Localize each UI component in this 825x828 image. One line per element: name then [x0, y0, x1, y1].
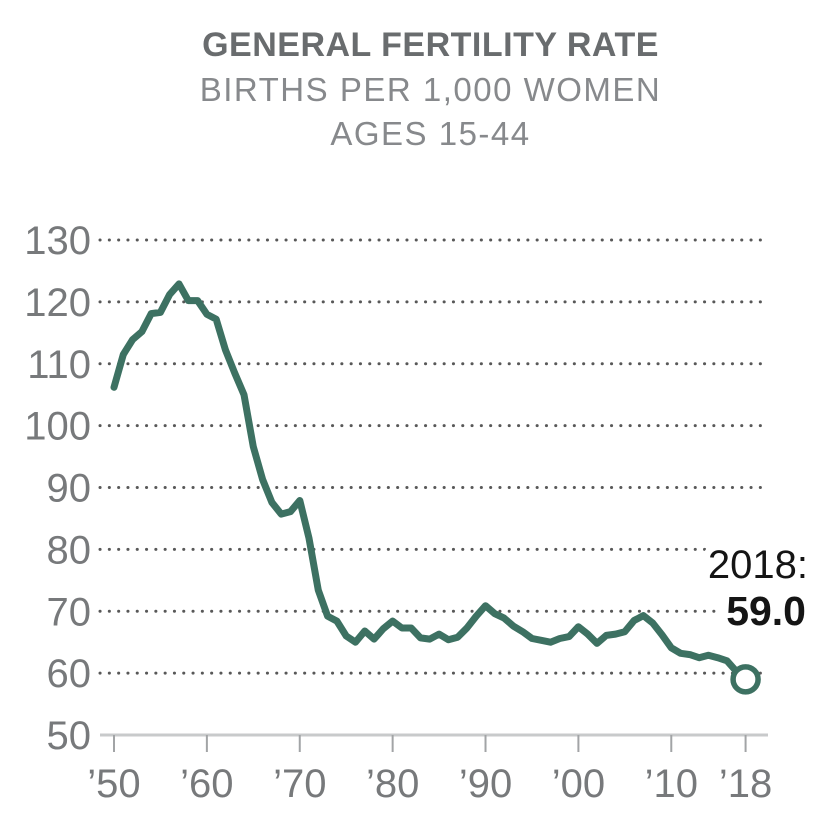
chart-subtitle-line2: AGES 15-44: [330, 115, 531, 152]
x-axis-label-1990: ’90: [459, 762, 512, 806]
chart-subtitle-line1: BIRTHS PER 1,000 WOMEN: [199, 71, 662, 108]
chart-title: GENERAL FERTILITY RATE: [202, 26, 659, 64]
y-axis-label-50: 50: [47, 714, 92, 758]
x-axis-label-2010: ’10: [645, 762, 698, 806]
x-axis-label-1960: ’60: [180, 762, 233, 806]
y-axis-label-130: 130: [24, 219, 91, 263]
y-axis-label-110: 110: [27, 343, 91, 387]
end-point-marker: [730, 664, 761, 695]
x-axis-label-2000: ’00: [552, 762, 605, 806]
chart-header: GENERAL FERTILITY RATE BIRTHS PER 1,000 …: [36, 22, 825, 156]
y-axis-label-60: 60: [47, 652, 92, 696]
x-axis-label-2018: ’18: [719, 762, 772, 806]
x-axis-label-1980: ’80: [366, 762, 419, 806]
annotation-value-label: 59.0: [726, 588, 806, 634]
y-axis-label-80: 80: [47, 528, 92, 572]
y-axis-label-90: 90: [47, 467, 92, 511]
fertility-trend-line: [110, 280, 750, 683]
y-axis-label-100: 100: [24, 405, 91, 449]
x-axis-label-1970: ’70: [273, 762, 326, 806]
annotation-year-label: 2018:: [708, 543, 808, 587]
y-axis-label-120: 120: [24, 281, 91, 325]
x-axis-label-1950: ’50: [87, 762, 140, 806]
y-axis-label-70: 70: [47, 590, 92, 634]
